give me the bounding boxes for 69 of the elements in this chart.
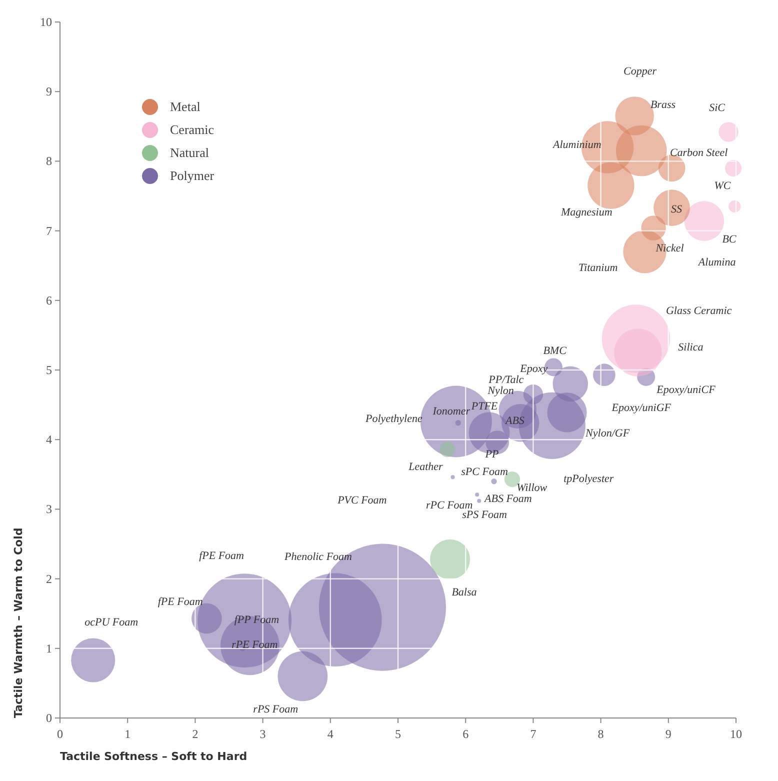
annotation: Epoxy/uniCF: [656, 384, 716, 396]
x-tick-label: 6: [462, 727, 469, 741]
annotation: Polyethylene: [364, 413, 422, 426]
y-tick-label: 3: [46, 502, 52, 516]
legend-label: Metal: [170, 99, 201, 114]
annotation: Nylon: [486, 385, 514, 398]
annotation: Alumina: [697, 256, 736, 268]
x-tick-label: 9: [665, 727, 672, 741]
x-tick-label: 0: [57, 727, 63, 741]
annotation: fPE Foam: [199, 550, 244, 562]
annotation: Balsa: [452, 586, 478, 598]
annotation: SiC: [709, 102, 726, 114]
x-tick-label: 3: [260, 727, 266, 741]
annotation: Ionomer: [432, 405, 471, 418]
x-tick-label: 8: [598, 727, 604, 741]
y-tick-label: 7: [46, 224, 52, 238]
annotation: Aluminium: [552, 138, 602, 151]
annotation: PP/Talc: [488, 374, 524, 386]
annotation: Phenolic Foam: [283, 550, 352, 563]
annotation: fPP Foam: [234, 614, 280, 626]
annotation: Copper: [624, 66, 658, 78]
annotation: sPC Foam: [461, 466, 508, 478]
annotation: ABS Foam: [484, 493, 532, 506]
annotation: Leather: [408, 461, 444, 474]
x-axis-title: Tactile Softness – Soft to Hard: [60, 750, 248, 763]
annotation: PP: [484, 448, 499, 461]
y-tick-label: 10: [40, 15, 52, 29]
annotation: rPC Foam: [426, 499, 473, 512]
annotation: WC: [714, 180, 732, 192]
annotation: PTFE: [470, 400, 498, 412]
x-tick-label: 4: [327, 727, 334, 741]
x-tick-label: 10: [730, 727, 742, 741]
y-tick-label: 0: [46, 711, 52, 725]
y-tick-label: 9: [46, 84, 52, 99]
annotation: SS: [671, 204, 683, 216]
annotation: Glass Ceramic: [666, 305, 732, 318]
annotation: Brass: [650, 99, 676, 112]
annotation: Nickel: [654, 242, 684, 255]
annotation: Epoxy/uniGF: [610, 402, 672, 414]
annotation: Magnesium: [560, 206, 612, 218]
x-tick-label: 5: [395, 727, 401, 741]
x-tick-label: 2: [192, 727, 198, 741]
y-tick-label: 1: [46, 641, 52, 656]
x-tick-label: 7: [530, 727, 536, 741]
legend-label: Polymer: [170, 168, 215, 183]
annotation: rPS Foam: [253, 703, 298, 716]
x-tick-label: 1: [124, 727, 131, 741]
y-tick-label: 8: [46, 154, 52, 168]
annotation: Willow: [516, 482, 548, 494]
annotation: sPS Foam: [462, 509, 508, 522]
y-tick-label: 6: [46, 293, 52, 308]
annotation: tpPolyester: [564, 472, 614, 485]
annotation: Titanium: [578, 262, 618, 274]
y-tick-label: 5: [46, 363, 52, 377]
annotation: BC: [722, 233, 737, 246]
y-tick-label: 2: [46, 572, 52, 586]
y-tick-label: 4: [46, 432, 52, 447]
annotation: BMC: [543, 344, 568, 357]
legend-label: Natural: [170, 145, 210, 160]
annotation: ocPU Foam: [84, 616, 138, 628]
annotation: Epoxy: [519, 362, 548, 375]
annotation: Carbon Steel: [670, 147, 728, 160]
annotation: PVC Foam: [336, 494, 387, 506]
legend-label: Ceramic: [170, 122, 214, 137]
y-axis-title: Tactile Warmth – Warm to Cold: [12, 528, 25, 718]
annotation: Silica: [678, 341, 704, 354]
annotation: ABS: [504, 415, 525, 428]
annotation: fPE Foam: [158, 596, 203, 608]
annotation: Nylon/GF: [584, 428, 630, 440]
